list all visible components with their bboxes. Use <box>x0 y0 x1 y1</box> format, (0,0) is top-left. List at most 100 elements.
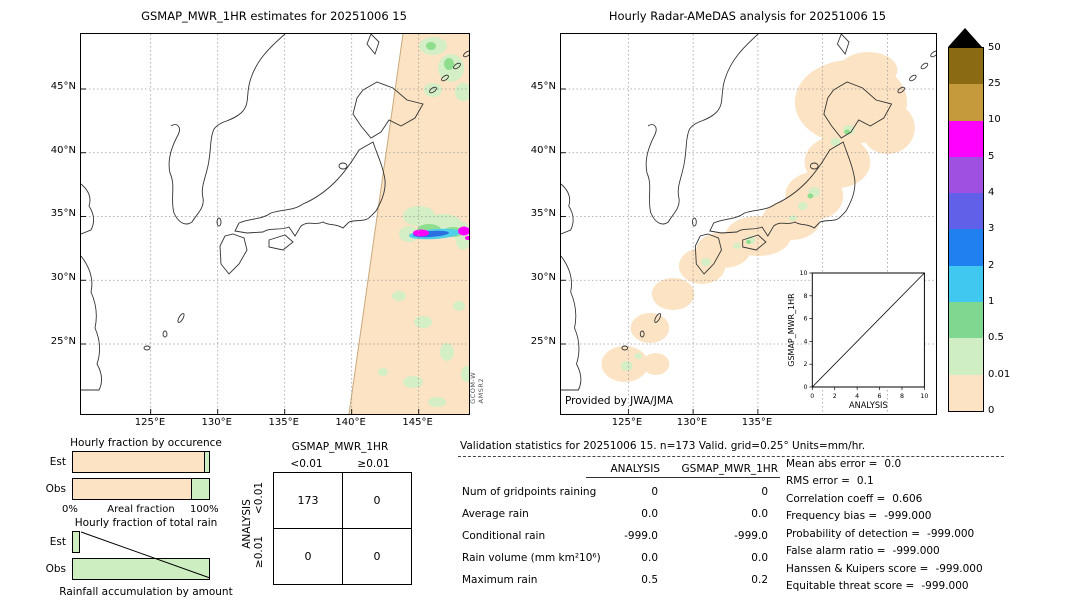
stat-row-analysis: 0.0 <box>641 552 658 564</box>
lon-tick-label: 125°E <box>611 417 643 428</box>
data-credit: Provided by JWA/JMA <box>565 395 674 407</box>
lat-tick-label: 35°N <box>50 208 76 219</box>
header-underline <box>586 477 780 478</box>
score-value: 0.1 <box>856 475 874 487</box>
score-line: Mean abs error = 0.0 <box>786 458 901 470</box>
lat-tick-label: 30°N <box>530 272 556 283</box>
left-map-canvas <box>80 33 473 415</box>
inset-x-axis-label: ANALYSIS <box>849 400 888 410</box>
colorbar-tick-label: 25 <box>988 78 1001 89</box>
bar-segment-rain <box>191 479 209 499</box>
lat-tick-label: 35°N <box>530 208 556 219</box>
stat-row-gsmap: 0.0 <box>751 552 768 564</box>
lon-tick-label: 140°E <box>335 417 366 428</box>
distribution-line <box>80 531 211 579</box>
bar-segment <box>72 531 81 553</box>
stat-row-label: Conditional rain <box>462 530 546 542</box>
colorbar-tick-label: 2 <box>988 260 995 271</box>
colorbar-segment <box>949 48 983 85</box>
score-label: RMS error = <box>786 475 850 487</box>
validation-header: Validation statistics for 20251006 15. n… <box>460 440 866 452</box>
lat-tick-label: 25°N <box>530 336 556 347</box>
contingency-row-header: <0.01 <box>253 481 265 515</box>
coastlines <box>560 33 938 391</box>
score-line: Probability of detection = -999.000 <box>786 528 974 540</box>
right-map: 0 2 4 6 8 10 0 2 4 6 8 10 ANALYSIS GSMAP… <box>560 33 938 415</box>
bar-segment-no-rain <box>73 479 192 499</box>
contingency-col-header: <0.01 <box>290 458 323 470</box>
stat-row-analysis: 0 <box>651 486 658 498</box>
contingency-row-axis-label: ANALYSIS <box>241 499 253 549</box>
identity-line <box>812 272 925 388</box>
colorbar-segment <box>949 374 983 411</box>
score-value: 0.0 <box>884 458 902 470</box>
bar-segment-rain <box>203 452 209 472</box>
inset-x-tick: 8 <box>900 392 904 400</box>
occurrence-bar-obs <box>72 478 210 500</box>
total-rain-bar-obs <box>72 558 210 580</box>
colorbar-segment <box>949 156 983 194</box>
colorbar-segment <box>949 193 983 230</box>
row-label-est: Est <box>49 536 66 548</box>
intense-rain-band <box>409 226 471 240</box>
score-value: -999.000 <box>927 528 975 540</box>
contingency-cell: 0 <box>342 472 412 529</box>
stat-row-label: Average rain <box>462 508 529 520</box>
score-label: Frequency bias = <box>786 510 878 522</box>
axis-ticks <box>81 88 420 414</box>
score-label: False alarm ratio = <box>786 545 886 557</box>
x-min-label: 0% <box>62 504 78 515</box>
score-label: Mean abs error = <box>786 458 878 470</box>
row-label-obs: Obs <box>45 483 66 495</box>
stat-row-gsmap: 0 <box>761 486 768 498</box>
contingency-row-header: ≥0.01 <box>253 535 265 569</box>
inset-y-tick: 2 <box>803 360 807 368</box>
colorbar-tick-label: 0.5 <box>988 332 1004 343</box>
inset-scatter: 0 2 4 6 8 10 0 2 4 6 8 10 ANALYSIS GSMAP… <box>787 269 928 410</box>
lat-tick-label: 45°N <box>50 81 76 92</box>
stat-row-label: Rain volume (mm km²10⁶) <box>462 552 601 564</box>
lat-tick-label: 40°N <box>530 145 556 156</box>
score-value: 0.606 <box>892 493 923 505</box>
inset-y-tick: 10 <box>799 269 807 277</box>
right-map-title: Hourly Radar-AMeDAS analysis for 2025100… <box>608 9 887 23</box>
score-value: -999.000 <box>892 545 940 557</box>
inset-y-tick: 6 <box>803 314 807 322</box>
colorbar-tick-label: 50 <box>988 42 1001 53</box>
colorbar-tick-label: 1 <box>988 296 995 307</box>
score-value: -999.000 <box>921 580 969 592</box>
inset-x-tick: 4 <box>855 392 859 400</box>
stats-col-analysis: ANALYSIS <box>610 463 660 475</box>
divider-dashed <box>458 456 1004 457</box>
light-rain-patches <box>378 37 473 407</box>
lon-tick-label: 135°E <box>741 417 773 428</box>
inset-x-tick: 6 <box>878 392 882 400</box>
colorbar-segment <box>949 84 983 121</box>
sensor-watermark: AMSR2 <box>477 378 485 404</box>
x-axis-label: Areal fraction <box>107 504 175 515</box>
score-value: -999.000 <box>884 510 932 522</box>
row-label-est: Est <box>49 456 66 468</box>
stat-row-analysis: 0.0 <box>641 508 658 520</box>
colorbar-tick-label: 10 <box>988 114 1001 125</box>
right-map-canvas: 0 2 4 6 8 10 0 2 4 6 8 10 ANALYSIS GSMAP… <box>560 33 938 414</box>
lat-tick-label: 45°N <box>530 81 556 92</box>
stat-row-analysis: 0.5 <box>641 574 658 586</box>
coastlines <box>80 33 471 391</box>
occurrence-bar-est <box>72 451 210 473</box>
contingency-cell: 0 <box>342 528 412 585</box>
score-label: Hanssen & Kuipers score = <box>786 563 929 575</box>
stats-col-gsmap: GSMAP_MWR_1HR <box>681 463 778 475</box>
lon-tick-label: 130°E <box>201 417 232 428</box>
stat-row-gsmap: 0.2 <box>751 574 768 586</box>
satellite-watermark: GCOM-W <box>469 372 477 404</box>
colorbar-tick-label: 0 <box>988 405 995 416</box>
lon-tick-label: 135°E <box>268 417 299 428</box>
score-value: -999.000 <box>935 563 983 575</box>
x-max-label: 100% <box>190 504 219 515</box>
score-line: False alarm ratio = -999.000 <box>786 545 940 557</box>
score-line: Hanssen & Kuipers score = -999.000 <box>786 563 983 575</box>
row-label-obs: Obs <box>45 563 66 575</box>
left-map-title: GSMAP_MWR_1HR estimates for 20251006 15 <box>141 9 407 23</box>
